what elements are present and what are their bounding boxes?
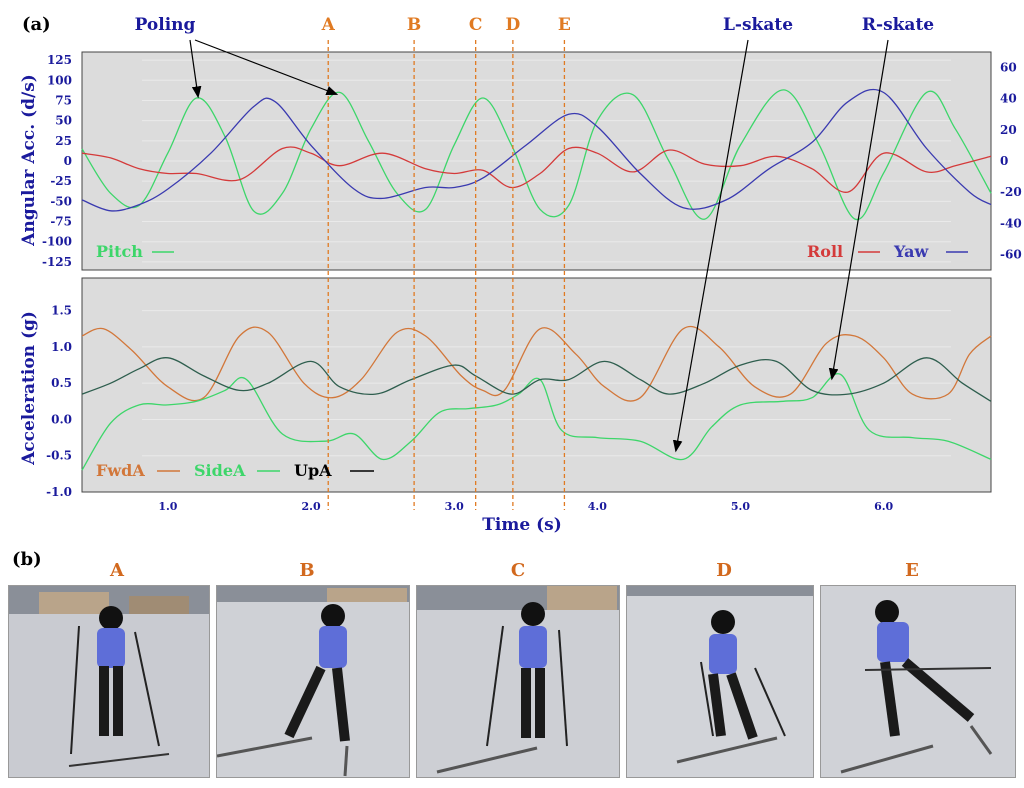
x-axis-title: Time (s) xyxy=(482,515,562,535)
legend-upa-label: UpA xyxy=(294,461,332,480)
photo-frame-e xyxy=(820,585,1016,778)
top-right-tick-label: -60 xyxy=(1000,247,1022,261)
photo-title-e: E xyxy=(905,560,919,581)
legend-fwda-label: FwdA xyxy=(96,461,145,480)
skier-photo-e xyxy=(821,586,1015,777)
top-left-tick-label: -25 xyxy=(50,174,72,188)
series-line-upa xyxy=(81,357,992,402)
photo-title-a: A xyxy=(110,560,124,581)
top-left-tick-label: 100 xyxy=(47,73,72,87)
event-lines: A B C D E xyxy=(321,15,571,510)
photo-frame-b xyxy=(216,585,410,778)
top-right-tick-label: 40 xyxy=(1000,92,1017,106)
bottom-gridlines xyxy=(142,310,951,457)
photo-row xyxy=(8,585,1016,778)
event-label-e: E xyxy=(558,15,571,35)
bottom-left-tick-label: 0.5 xyxy=(51,376,72,390)
bottom-left-tick-label: 1.5 xyxy=(51,304,72,318)
panel-b-label: (b) xyxy=(12,549,42,570)
series-line-roll xyxy=(81,146,992,193)
r-skate-annotation: R-skate xyxy=(862,15,934,35)
event-label-b: B xyxy=(407,15,421,35)
top-right-ticks: 60 40 20 0 -20 -40 -60 xyxy=(1000,61,1022,262)
top-series-group xyxy=(81,88,992,221)
skier-photo-b xyxy=(217,586,409,777)
x-tick-label: 1.0 xyxy=(158,500,177,513)
series-line-sidea xyxy=(81,373,992,471)
bottom-plot-background xyxy=(81,277,992,493)
photo-title-d: D xyxy=(716,560,732,581)
skier-photo-d xyxy=(627,586,813,777)
poling-arrow-2 xyxy=(194,39,339,96)
x-tick-label: 3.0 xyxy=(445,500,464,513)
poling-arrow-1 xyxy=(189,39,202,99)
top-left-tick-label: 50 xyxy=(55,114,72,128)
panel-a-label: (a) xyxy=(22,14,51,35)
photo-title-b: B xyxy=(299,560,315,581)
skier-photo-c xyxy=(417,586,619,777)
photo-title-c: C xyxy=(510,560,526,581)
bottom-left-tick-label: 1.0 xyxy=(51,340,72,354)
top-left-tick-label: -75 xyxy=(50,215,72,229)
legend-yaw-label: Yaw xyxy=(893,242,930,261)
top-left-tick-label: 0 xyxy=(64,154,72,168)
bottom-left-tick-label: -0.5 xyxy=(46,449,72,463)
top-right-tick-label: -20 xyxy=(1000,185,1022,199)
top-left-tick-label: 25 xyxy=(55,134,72,148)
event-label-d: D xyxy=(506,15,521,35)
top-right-tick-label: 20 xyxy=(1000,123,1017,137)
l-skate-annotation: L-skate xyxy=(723,15,793,35)
top-left-tick-label: 75 xyxy=(55,93,72,107)
x-tick-label: 4.0 xyxy=(588,500,607,513)
legend-roll-label: Roll xyxy=(807,242,843,261)
poling-annotation: Poling xyxy=(135,15,196,35)
bottom-y-axis-title: Acceleration (g) xyxy=(19,311,39,466)
top-left-tick-label: 125 xyxy=(47,53,72,67)
r-skate-arrow xyxy=(828,39,889,381)
bottom-series-group xyxy=(81,326,992,471)
top-left-tick-label: -50 xyxy=(50,194,72,208)
x-tick-label: 6.0 xyxy=(874,500,893,513)
bottom-left-tick-label: -1.0 xyxy=(46,485,72,499)
legend-pitch-label: Pitch xyxy=(96,242,143,261)
l-skate-arrow xyxy=(672,39,749,453)
x-tick-label: 5.0 xyxy=(731,500,750,513)
top-left-tick-label: -100 xyxy=(42,235,72,249)
legend-sidea-label: SideA xyxy=(194,461,246,480)
x-tick-label: 2.0 xyxy=(301,500,320,513)
bottom-left-ticks: 1.5 1.0 0.5 0.0 -0.5 -1.0 xyxy=(46,304,72,499)
photo-frame-c xyxy=(416,585,620,778)
photo-frame-a xyxy=(8,585,210,778)
top-y-axis-title: Angular Acc. (d/s) xyxy=(19,74,39,247)
top-right-tick-label: 60 xyxy=(1000,61,1017,75)
bottom-left-tick-label: 0.0 xyxy=(51,412,72,426)
series-line-yaw xyxy=(81,88,992,212)
top-right-tick-label: -40 xyxy=(1000,216,1022,230)
top-left-tick-label: -125 xyxy=(42,255,72,269)
event-label-c: C xyxy=(469,15,483,35)
photo-frame-d xyxy=(626,585,814,778)
top-right-tick-label: 0 xyxy=(1000,154,1008,168)
event-label-a: A xyxy=(321,15,336,35)
skier-photo-a xyxy=(9,586,209,777)
series-line-fwda xyxy=(81,326,992,402)
top-left-ticks: 125 100 75 50 25 0 -25 -50 -75 -100 -125 xyxy=(42,53,72,269)
x-axis-ticks: 1.0 2.0 3.0 4.0 5.0 6.0 xyxy=(158,500,893,513)
